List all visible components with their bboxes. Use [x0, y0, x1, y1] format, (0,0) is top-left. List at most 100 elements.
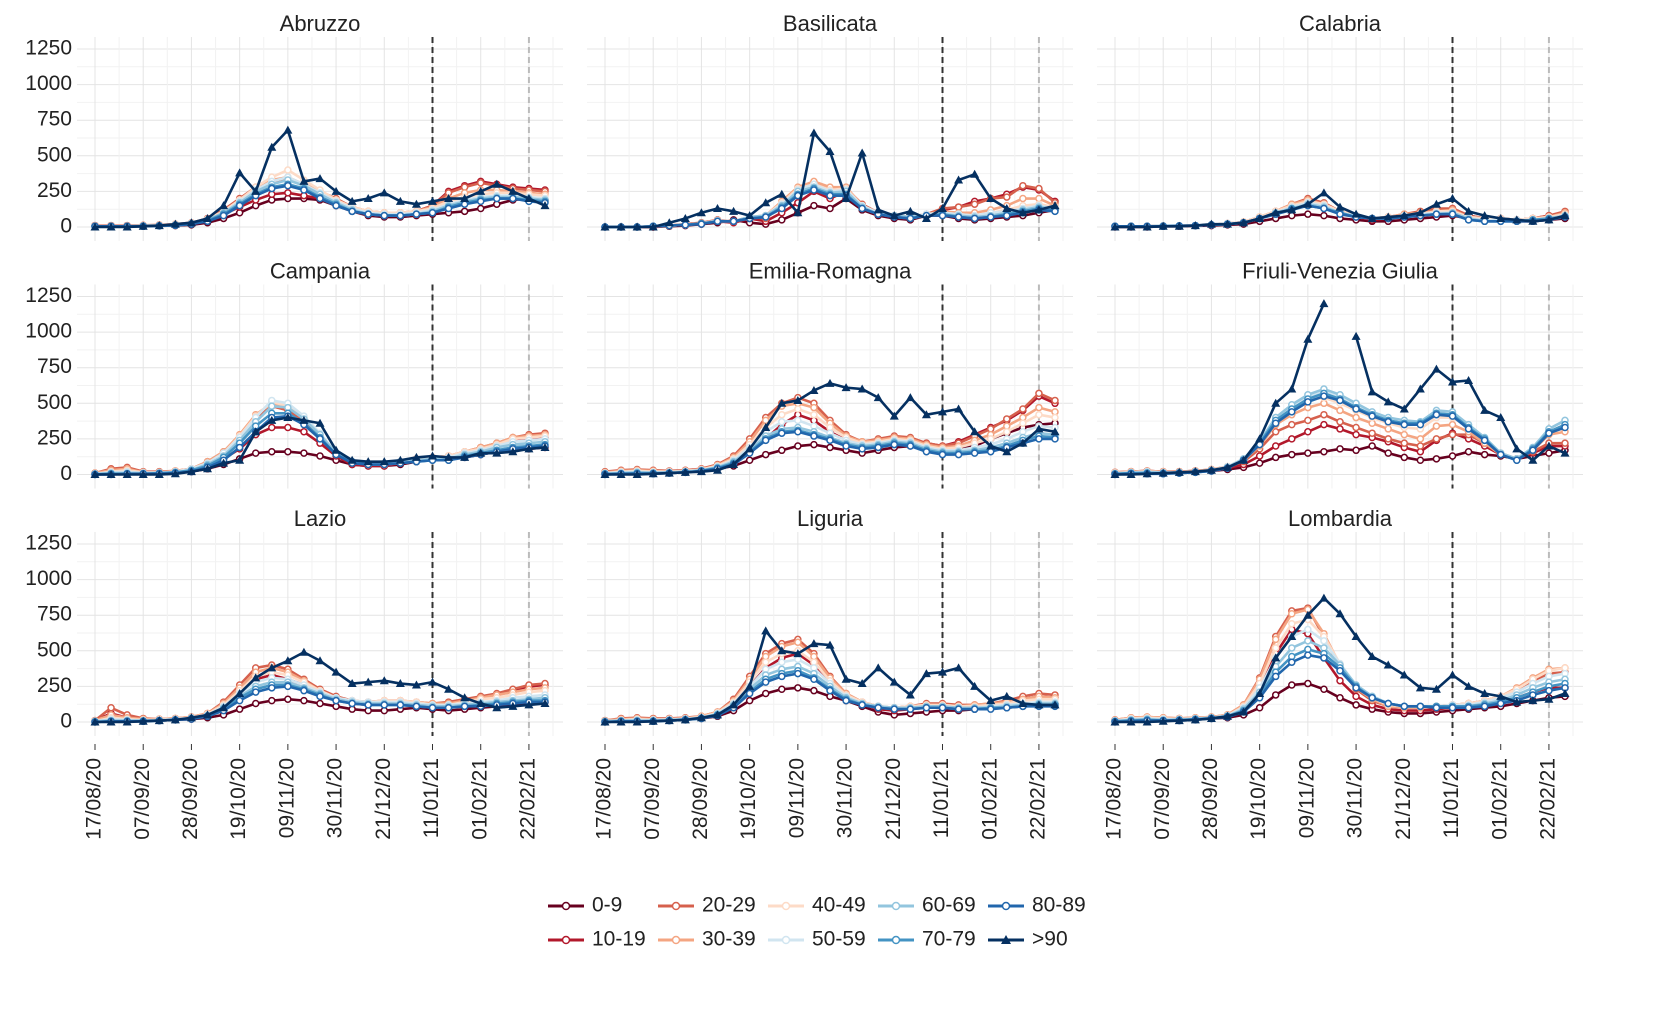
x-tick-label: 17/08/20: [1103, 758, 1126, 840]
marker: [508, 701, 518, 710]
marker: [664, 716, 674, 725]
marker: [1287, 632, 1297, 641]
marker: [268, 684, 276, 692]
marker: [170, 469, 180, 478]
x-tick-label: 11/01/21: [930, 758, 953, 838]
marker: [1432, 704, 1441, 712]
marker: [1206, 713, 1216, 722]
marker: [986, 696, 996, 705]
marker: [1303, 199, 1313, 208]
marker: [809, 385, 819, 394]
x-tick-label: 09/11/20: [275, 758, 298, 838]
marker: [1352, 413, 1360, 422]
marker: [1496, 699, 1505, 708]
x-tick-label: 22/02/21: [1536, 758, 1559, 840]
legend-marker: [781, 901, 791, 911]
marker: [1271, 672, 1280, 681]
marker: [508, 447, 518, 456]
marker: [1512, 444, 1522, 453]
marker: [1190, 715, 1200, 724]
marker: [858, 701, 866, 709]
marker: [476, 698, 486, 707]
x-tick-label: 17/08/20: [83, 758, 106, 840]
marker: [267, 663, 277, 672]
marker: [1034, 700, 1044, 709]
marker: [428, 196, 437, 205]
marker: [921, 669, 931, 678]
marker: [492, 703, 502, 712]
marker: [154, 470, 164, 478]
marker: [825, 640, 835, 649]
marker: [1416, 435, 1425, 443]
marker: [648, 222, 658, 231]
marker: [1304, 428, 1312, 436]
marker: [460, 194, 470, 203]
y-tick-label: 750: [37, 108, 72, 131]
marker: [1336, 418, 1344, 426]
marker: [331, 667, 341, 676]
marker: [793, 649, 803, 658]
x-tick-label: 28/09/20: [1199, 758, 1222, 840]
marker: [1496, 213, 1506, 222]
marker: [268, 184, 276, 193]
marker: [761, 423, 771, 432]
marker: [267, 415, 277, 424]
marker: [1432, 410, 1441, 419]
marker: [1110, 470, 1120, 478]
marker: [921, 410, 931, 419]
marker: [906, 442, 915, 450]
y-tick-label: 1000: [25, 567, 72, 590]
marker: [697, 220, 706, 228]
marker: [1528, 696, 1538, 705]
marker: [1035, 184, 1043, 193]
marker: [938, 667, 947, 676]
marker: [1110, 222, 1120, 231]
marker: [696, 467, 706, 476]
marker: [251, 673, 261, 682]
marker: [1271, 653, 1281, 662]
marker: [1034, 424, 1044, 433]
marker: [492, 179, 502, 188]
marker: [395, 679, 405, 688]
marker: [794, 684, 802, 692]
marker: [1352, 430, 1360, 439]
marker: [379, 188, 389, 197]
marker: [284, 447, 292, 456]
marker: [906, 214, 915, 223]
panel-title: Friuli-Venezia Giulia: [1242, 258, 1438, 283]
legend-label: 60-69: [922, 894, 976, 917]
marker: [794, 638, 802, 647]
marker: [1255, 452, 1264, 460]
marker: [1480, 702, 1489, 711]
marker: [1255, 459, 1264, 467]
marker: [1304, 637, 1312, 645]
marker: [664, 218, 674, 227]
panel-title: Lazio: [294, 506, 347, 531]
marker: [235, 168, 245, 177]
marker: [1464, 216, 1473, 224]
marker: [251, 699, 260, 708]
marker: [508, 186, 518, 195]
marker: [873, 663, 883, 672]
marker: [986, 705, 995, 713]
marker: [1496, 691, 1506, 700]
marker: [1464, 447, 1473, 456]
marker: [1126, 470, 1136, 478]
marker: [1287, 205, 1297, 214]
y-tick-label: 1250: [25, 532, 72, 555]
marker: [1496, 413, 1506, 422]
marker: [1545, 429, 1553, 437]
marker: [1223, 711, 1232, 720]
x-tick-label: 01/02/21: [1488, 758, 1511, 840]
marker: [761, 213, 770, 221]
marker: [970, 169, 980, 178]
marker: [1142, 469, 1152, 478]
marker: [632, 470, 642, 478]
marker: [540, 698, 550, 707]
marker: [1304, 651, 1312, 659]
y-tick-label: 0: [60, 462, 72, 485]
marker: [1367, 651, 1377, 660]
panel-title: Emilia-Romagna: [749, 258, 912, 283]
marker: [954, 663, 964, 672]
marker: [1288, 450, 1296, 459]
